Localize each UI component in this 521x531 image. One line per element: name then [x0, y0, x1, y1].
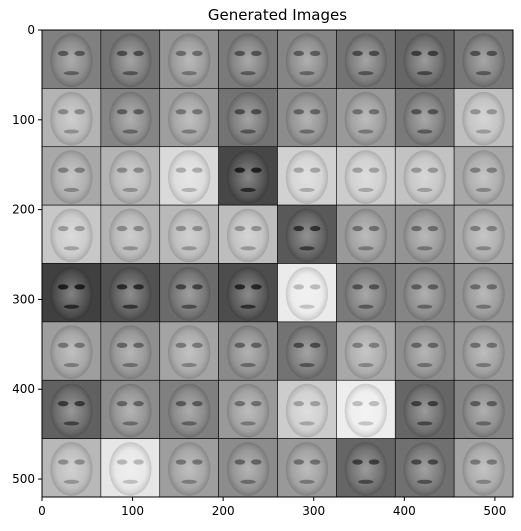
image-tile [159, 204, 219, 264]
image-tile [394, 30, 455, 89]
image-tile [277, 321, 337, 381]
image-tile [453, 263, 513, 323]
image-tile [218, 438, 278, 497]
image-tile [218, 30, 278, 89]
image-tile [277, 204, 337, 264]
image-tile [42, 263, 102, 323]
x-tick-label: 100 [121, 504, 144, 518]
image-tile [218, 321, 278, 381]
x-tick-label: 200 [212, 504, 235, 518]
image-tile [42, 204, 102, 264]
image-tile [100, 146, 161, 206]
image-tile [159, 438, 219, 497]
image-tile [100, 438, 161, 497]
image-tile [336, 146, 396, 206]
y-tick-label: 100 [12, 113, 35, 127]
image-grid [42, 30, 513, 497]
image-tile [100, 379, 161, 439]
image-tile [100, 204, 161, 264]
image-tile [42, 321, 102, 381]
image-tile [218, 88, 278, 148]
image-tile [453, 88, 513, 148]
plot-title: Generated Images [207, 6, 348, 24]
image-tile [336, 30, 396, 89]
x-axis: 0 100 200 300 400 500 [38, 497, 506, 518]
image-tile [159, 263, 219, 323]
image-tile [100, 30, 161, 89]
image-tile [42, 30, 102, 89]
x-tick-label: 500 [483, 504, 506, 518]
image-tile [277, 30, 337, 89]
y-tick-label: 200 [12, 203, 35, 217]
image-tile [277, 146, 337, 206]
image-tile [453, 321, 513, 381]
image-tile [159, 321, 219, 381]
image-tile [336, 204, 396, 264]
image-tile [453, 379, 513, 439]
image-tile [159, 146, 219, 206]
image-tile [159, 30, 219, 89]
image-tile [159, 379, 219, 439]
image-tile [42, 438, 102, 497]
image-tile [336, 321, 396, 381]
image-tile [159, 88, 219, 148]
y-tick-label: 500 [12, 472, 35, 486]
image-tile [218, 263, 278, 323]
y-tick-label: 0 [27, 23, 35, 37]
image-tile [277, 379, 337, 439]
image-tile [453, 438, 513, 497]
x-tick-label: 400 [393, 504, 416, 518]
image-tile [42, 379, 102, 439]
image-tile [42, 146, 102, 206]
image-tile [336, 379, 396, 439]
image-tile [277, 88, 337, 148]
y-tick-label: 300 [12, 292, 35, 306]
image-tile [453, 146, 513, 206]
image-tile [100, 263, 161, 323]
axes-frame [41, 29, 514, 498]
image-tile [218, 379, 278, 439]
image-tile [394, 321, 455, 381]
image-tile [336, 88, 396, 148]
image-tile [100, 88, 161, 148]
x-tick-label: 300 [302, 504, 325, 518]
image-tile [394, 379, 455, 439]
x-tick-label: 0 [38, 504, 46, 518]
image-tile [277, 263, 337, 323]
image-tile [394, 263, 455, 323]
y-axis: 0 100 200 300 400 500 [12, 23, 42, 486]
image-tile [42, 88, 102, 148]
y-tick-label: 400 [12, 382, 35, 396]
image-tile [394, 438, 455, 497]
image-tile [453, 30, 513, 89]
image-tile [394, 204, 455, 264]
image-tile [277, 438, 337, 497]
image-tile [453, 204, 513, 264]
image-tile [336, 263, 396, 323]
image-tile [100, 321, 161, 381]
image-tile [394, 146, 455, 206]
image-tile [218, 146, 278, 206]
image-tile [394, 88, 455, 148]
image-tile [336, 438, 396, 497]
image-tile [218, 204, 278, 264]
